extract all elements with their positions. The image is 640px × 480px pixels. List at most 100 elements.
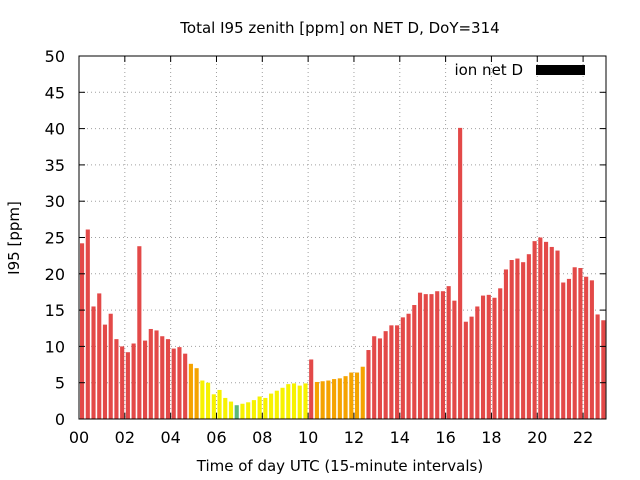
bar [102,324,108,419]
bar [194,368,199,419]
bar [549,246,554,419]
bars-group [80,127,606,420]
x-tick-label: 08 [252,428,272,447]
y-tick-label: 30 [45,192,65,211]
bar [263,397,268,419]
bar [440,291,446,419]
bar [165,339,171,419]
y-axis-title: I95 [ppm] [5,201,23,275]
x-tick-label: 14 [390,428,410,447]
bar [211,394,216,419]
bar [274,390,279,419]
y-tick-label: 45 [45,83,65,102]
bar [125,352,130,419]
grid-lines [79,56,606,419]
y-tick-label: 35 [45,156,65,175]
bar [584,276,589,419]
x-tick-label: 16 [435,428,455,447]
bar [595,314,600,419]
x-tick-label: 00 [69,428,89,447]
bar [498,288,503,419]
bar [326,380,331,419]
bar [406,313,411,419]
y-tick-label: 0 [55,410,65,429]
bar [251,400,256,419]
y-tick-label: 5 [55,374,65,393]
bar [543,241,549,419]
bar [85,229,90,419]
bar [91,306,96,419]
legend: ion net D [454,61,585,79]
legend-label: ion net D [454,61,523,79]
bar [389,325,394,419]
bar [206,382,211,419]
bar [354,372,360,419]
bar [366,350,371,419]
bar [297,385,302,419]
legend-swatch [536,65,585,75]
bar [223,397,228,419]
bar [320,381,325,419]
bar [131,343,136,419]
bar [303,383,308,419]
bar [435,291,440,419]
bar [177,347,182,419]
chart-title: Total I95 zenith [ppm] on NET D, DoY=314 [179,19,499,37]
x-axis-title: Time of day UTC (15-minute intervals) [196,457,483,475]
bar [291,383,297,419]
bar [400,317,405,419]
bar [280,387,285,419]
bar [154,330,159,419]
bar [377,338,382,419]
bar [429,294,434,419]
bar [601,320,606,419]
x-tick-label: 22 [573,428,593,447]
bar [417,292,423,419]
bar [589,280,594,419]
bar [188,363,193,419]
bar [114,339,119,419]
bar [412,305,417,419]
x-tick-label: 06 [206,428,226,447]
y-tick-label: 10 [45,337,65,356]
bar [148,328,153,419]
bar [395,325,400,419]
bar [566,278,572,419]
bar [475,306,480,419]
bar [332,379,337,419]
bar [480,295,486,419]
bar [171,348,176,419]
bar [555,250,560,419]
bar [337,378,342,419]
bar [286,384,291,419]
bar [360,366,365,419]
bar [217,389,222,419]
bar [538,237,543,419]
bar [572,267,577,419]
bar [228,401,234,419]
bar [246,402,251,419]
bar [143,340,148,419]
bar [509,260,514,419]
bar [486,294,491,419]
bar [469,316,474,419]
bar [383,331,388,419]
bar [578,267,583,419]
bar [372,336,377,419]
y-tick-label: 40 [45,120,65,139]
bar [97,293,102,419]
x-tick-label: 18 [481,428,501,447]
bar [561,282,566,419]
bar [137,246,142,419]
bar [463,321,468,419]
bar [314,381,319,419]
x-tick-label: 04 [160,428,180,447]
bar [458,127,463,420]
y-tick-label: 25 [45,229,65,248]
bar [349,372,354,419]
bar [309,359,314,419]
bar [423,294,428,419]
plot-frame [78,55,607,420]
bar [234,405,239,419]
y-axis-ticks: 0 5 10 15 20 25 30 35 40 45 50 [45,47,606,429]
